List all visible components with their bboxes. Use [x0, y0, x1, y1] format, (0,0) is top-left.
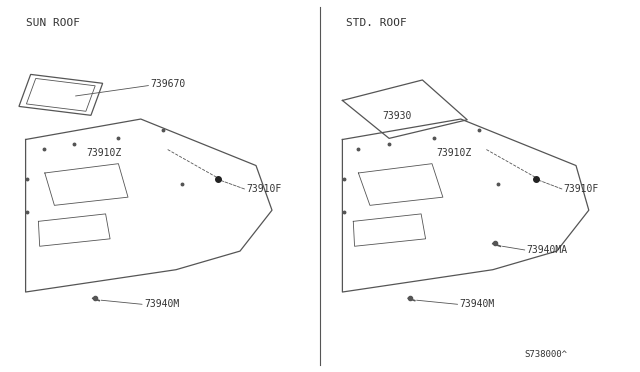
Text: STD. ROOF: STD. ROOF — [346, 18, 406, 28]
Text: 73940MA: 73940MA — [527, 245, 568, 255]
Text: 73910Z: 73910Z — [86, 148, 122, 158]
Text: 73910Z: 73910Z — [436, 148, 472, 158]
Text: 73940M: 73940M — [144, 299, 179, 309]
Text: 73940M: 73940M — [460, 299, 495, 309]
Text: S738000^: S738000^ — [525, 350, 568, 359]
Text: 73910F: 73910F — [246, 183, 282, 193]
Text: SUN ROOF: SUN ROOF — [26, 18, 79, 28]
Text: 739670: 739670 — [150, 79, 186, 89]
Text: 73910F: 73910F — [564, 183, 599, 193]
Text: 73930: 73930 — [382, 111, 412, 121]
